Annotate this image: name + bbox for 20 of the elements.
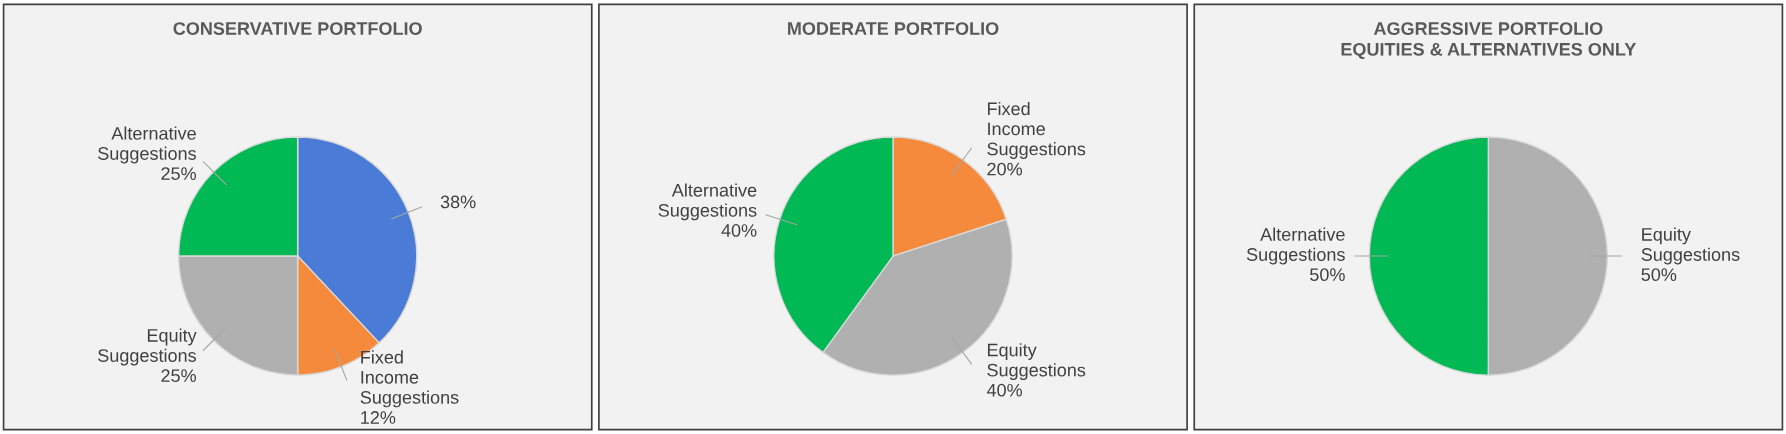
chart-title: MODERATE PORTFOLIO [788,22,999,35]
slice-label: Alternative Suggestions [98,126,196,164]
chart-title: AGGRESSIVE PORTFOLIO EQUITIES & ALTERNATIVES ONLY [1341,22,1637,60]
slice-label: Alternative Suggestions [658,183,757,221]
data-label: 50% [1641,268,1677,282]
data-label: 25% [161,167,196,180]
slice-label: Equity Suggestions [98,328,197,366]
data-label: 40% [721,224,757,237]
chart-title: CONSERVATIVE PORTFOLIO [173,22,422,35]
data-label: 20% [987,162,1022,176]
data-label: 25% [161,369,196,383]
slice-label: Equity Suggestions [987,343,1086,381]
slice-label: Alternative Suggestions [1246,227,1345,265]
data-label: 38% [440,195,476,209]
data-label: 12% [361,411,396,424]
data-label: 50% [1310,268,1345,282]
slice-label: Equity Suggestions [1641,227,1740,265]
slice-label: Fixed Income Suggestions [987,101,1086,159]
data-label: 40% [986,383,1022,397]
slice-label: Fixed Income Suggestions [360,350,459,408]
